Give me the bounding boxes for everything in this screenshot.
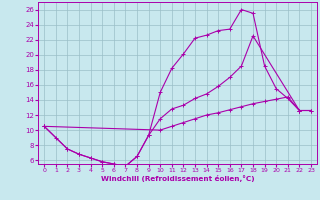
X-axis label: Windchill (Refroidissement éolien,°C): Windchill (Refroidissement éolien,°C)	[101, 175, 254, 182]
